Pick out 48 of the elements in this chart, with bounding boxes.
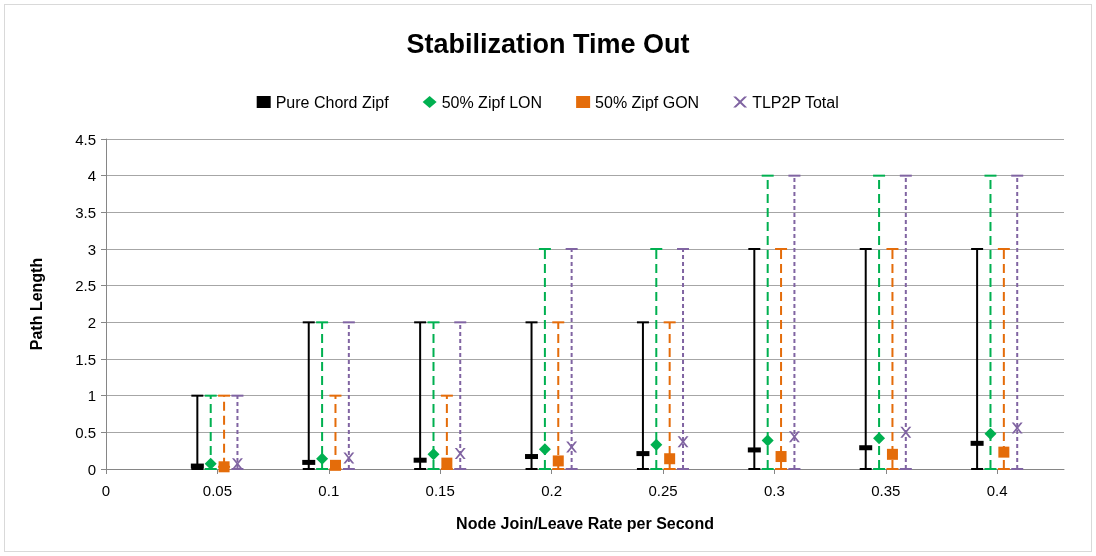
y-tick-label: 4.5	[75, 130, 96, 148]
point	[998, 446, 1010, 458]
chart-title: Stabilization Time Out	[406, 28, 690, 59]
y-tick-label: 4	[87, 167, 96, 185]
x-tick-label: 0.15	[425, 482, 455, 499]
x-tick-label: 0.05	[202, 482, 232, 499]
point	[788, 431, 800, 443]
y-tick-label: 0.5	[75, 423, 96, 441]
point	[329, 459, 341, 471]
legend-label: TLP2P Total	[752, 93, 839, 111]
x-tick-label: 0.2	[541, 482, 563, 499]
y-tick-label: 3.5	[75, 203, 96, 221]
y-tick-label: 1	[87, 387, 96, 405]
point	[1011, 422, 1023, 434]
x-tick-label: 0.25	[648, 482, 678, 499]
point	[343, 452, 355, 464]
x-axis-title: Node Join/Leave Rate per Second	[456, 514, 714, 532]
y-tick-label: 1.5	[75, 350, 96, 368]
y-tick-label: 3	[87, 240, 96, 258]
y-tick-label: 2	[87, 313, 96, 331]
point	[873, 432, 886, 445]
x-tick-label: 0	[101, 482, 111, 499]
point	[427, 448, 440, 461]
point	[650, 438, 663, 451]
x-tick-label: 0.4	[986, 482, 1008, 499]
x-tick-label: 0.1	[318, 482, 340, 499]
point	[900, 426, 912, 438]
y-axis-title: Path Length	[27, 257, 45, 351]
legend-label: 50% Zipf LON	[441, 93, 543, 111]
legend-label: 50% Zipf GON	[595, 93, 700, 111]
x-tick-label: 0.35	[871, 482, 901, 499]
y-tick-label: 0	[87, 460, 96, 478]
x-tick-label: 0.3	[763, 482, 785, 499]
legend-label: Pure Chord Zipf	[275, 93, 390, 111]
point	[441, 457, 453, 469]
point	[316, 452, 329, 465]
point	[886, 448, 898, 460]
point	[218, 461, 230, 473]
point	[454, 448, 466, 460]
point	[552, 455, 564, 467]
point	[677, 436, 689, 448]
point	[775, 451, 787, 463]
point	[761, 434, 774, 447]
point	[566, 441, 578, 453]
point	[984, 427, 997, 440]
point	[664, 453, 676, 465]
point	[538, 443, 551, 456]
y-tick-label: 2.5	[75, 277, 96, 295]
